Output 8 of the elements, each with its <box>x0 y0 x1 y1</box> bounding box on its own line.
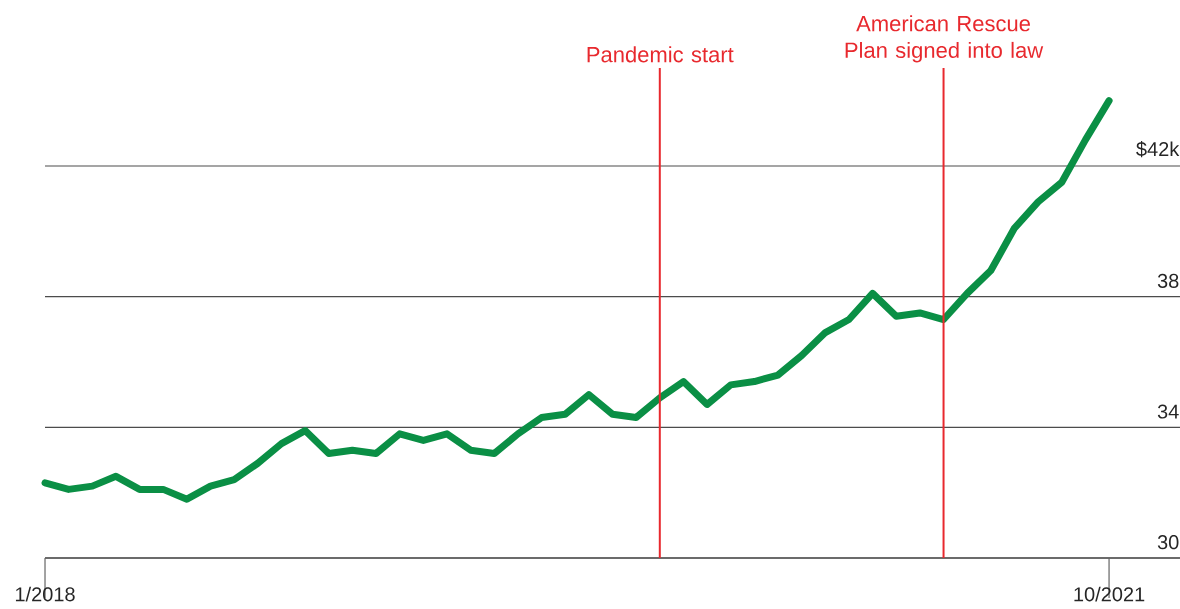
y-tick-label: 38 <box>1157 273 1179 288</box>
x-tick-label: 10/2021 <box>1074 586 1145 602</box>
y-tick-label: 30 <box>1157 535 1179 550</box>
ref-line-label: American Rescue Plan signed into law <box>845 15 1044 63</box>
x-tick-label: 1/2018 <box>15 586 75 602</box>
y-tick-label: $42k <box>1136 141 1180 158</box>
y-tick-label: 34 <box>1157 404 1179 419</box>
ref-line-label: Pandemic start <box>587 46 734 63</box>
